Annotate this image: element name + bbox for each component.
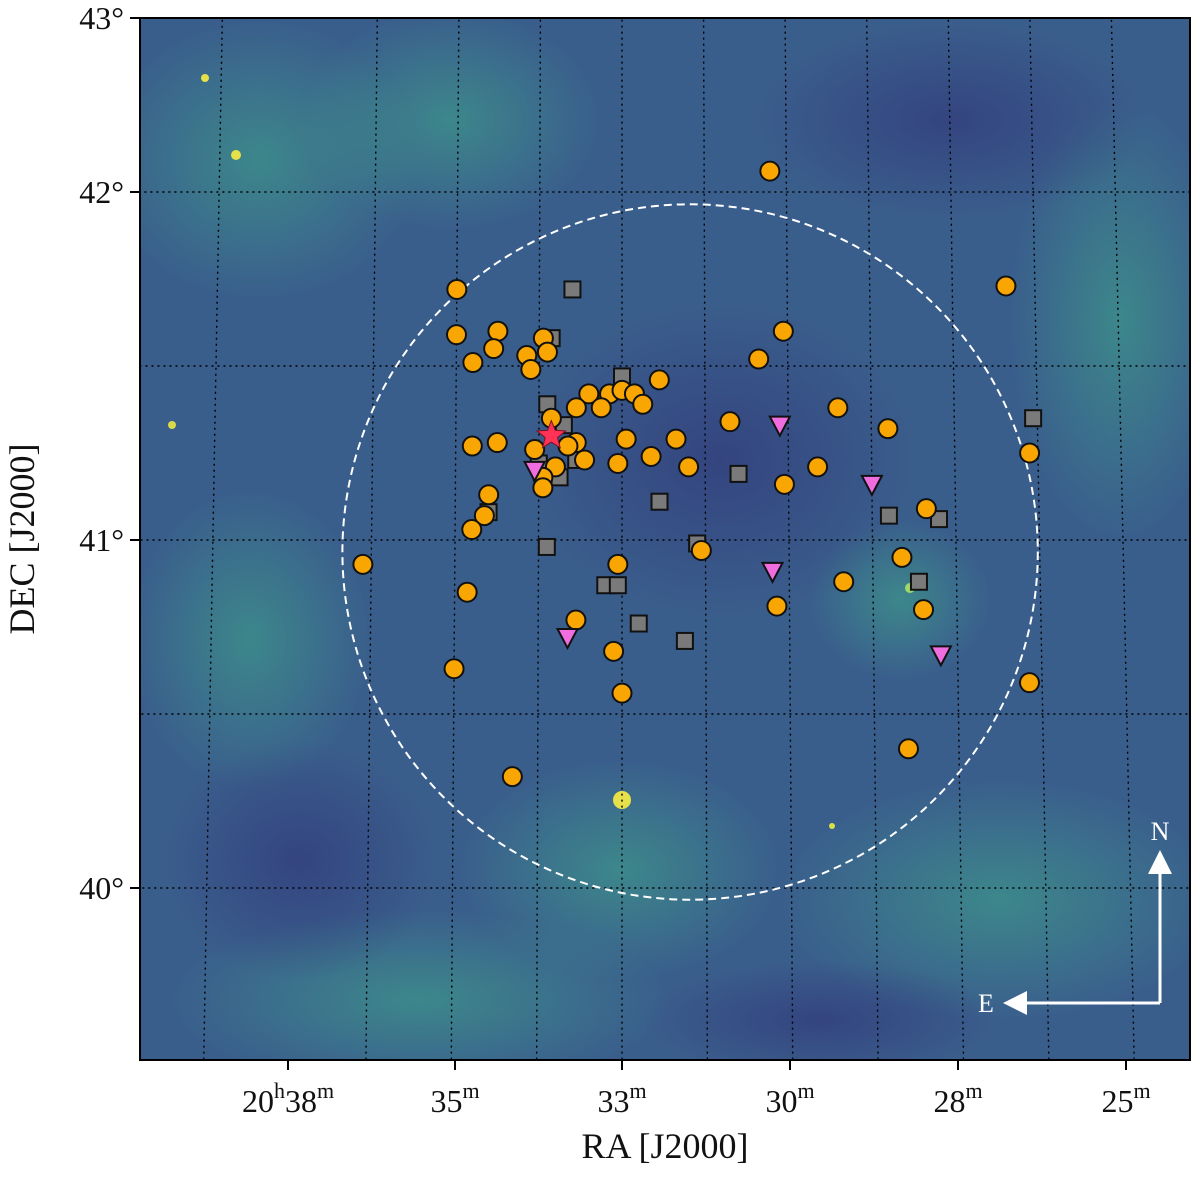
y-tick-label: 40° [79, 870, 124, 906]
circle-marker [774, 322, 793, 341]
circle-marker [613, 684, 632, 703]
circle-marker [667, 430, 686, 449]
y-axis-label: DEC [J2000] [2, 444, 42, 635]
square-marker [881, 508, 897, 524]
circle-marker [899, 739, 918, 758]
circle-marker [463, 353, 482, 372]
circle-marker [720, 412, 739, 431]
circle-marker [462, 520, 481, 539]
circle-marker [608, 555, 627, 574]
x-tick-label: 20h38m [242, 1078, 334, 1119]
circle-marker [538, 343, 557, 362]
y-tick-label: 42° [79, 174, 124, 210]
x-axis-label: RA [J2000] [581, 1126, 748, 1166]
y-tick-label: 41° [79, 522, 124, 558]
y-tick-labels: 43° 42° 41° 40° [79, 0, 140, 906]
circle-marker [592, 398, 611, 417]
circle-marker [775, 475, 794, 494]
circle-marker [484, 339, 503, 358]
square-marker [564, 281, 580, 297]
circle-marker [447, 280, 466, 299]
circle-marker [828, 398, 847, 417]
x-tick-label: 28m [933, 1078, 982, 1119]
sky-background [100, 10, 1200, 1090]
circle-marker [488, 322, 507, 341]
circle-marker [525, 440, 544, 459]
circle-marker [447, 325, 466, 344]
circle-marker [604, 642, 623, 661]
circle-marker [878, 419, 897, 438]
circle-marker [760, 162, 779, 181]
square-marker [652, 494, 668, 510]
circle-marker [642, 447, 661, 466]
circle-marker [488, 433, 507, 452]
circle-marker [917, 499, 936, 518]
circle-marker [445, 659, 464, 678]
square-marker [677, 633, 693, 649]
circle-marker [633, 395, 652, 414]
circle-marker [353, 555, 372, 574]
x-tick-label: 33m [597, 1078, 646, 1119]
circle-marker [566, 611, 585, 630]
circle-marker [914, 600, 933, 619]
circle-marker [617, 430, 636, 449]
circle-marker [767, 597, 786, 616]
circle-marker [834, 572, 853, 591]
circle-marker [1020, 673, 1039, 692]
circle-marker [608, 454, 627, 473]
circle-marker [463, 437, 482, 456]
circle-marker [892, 548, 911, 567]
x-tick-label: 30m [765, 1078, 814, 1119]
circle-marker [567, 398, 586, 417]
square-marker [1025, 410, 1041, 426]
circle-marker [749, 350, 768, 369]
circle-marker [533, 478, 552, 497]
circle-marker [692, 541, 711, 560]
circle-marker [808, 457, 827, 476]
circle-marker [479, 485, 498, 504]
circle-marker [558, 437, 577, 456]
compass-east-label: E [978, 989, 994, 1018]
circle-marker [503, 767, 522, 786]
circle-marker [679, 457, 698, 476]
x-tick-label: 25m [1101, 1078, 1150, 1119]
square-marker [731, 466, 747, 482]
circle-marker [996, 276, 1015, 295]
circle-marker [458, 583, 477, 602]
circle-marker [521, 360, 540, 379]
compass-north-label: N [1151, 817, 1170, 846]
circle-marker [1020, 444, 1039, 463]
circle-marker [650, 370, 669, 389]
square-marker [911, 574, 927, 590]
y-tick-label: 43° [79, 0, 124, 36]
x-tick-labels: 20h38m 35m 33m 30m 28m 25m [242, 1060, 1151, 1119]
x-tick-label: 35m [430, 1078, 479, 1119]
square-marker [631, 616, 647, 632]
square-marker [539, 539, 555, 555]
square-marker [610, 577, 626, 593]
circle-marker [575, 450, 594, 469]
